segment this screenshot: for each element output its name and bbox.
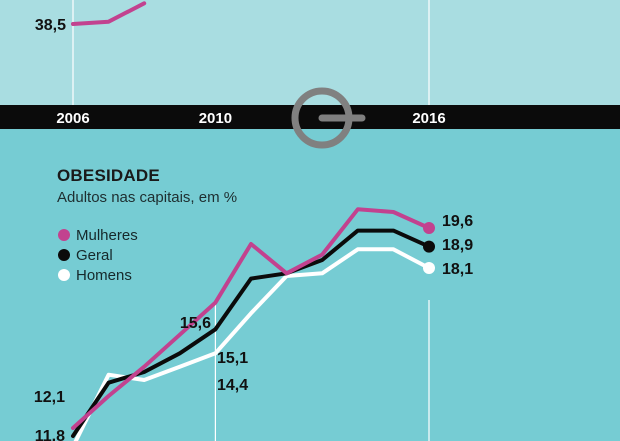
end-marker-mulheres (423, 221, 435, 234)
data-label-18-9: 18,9 (442, 237, 473, 254)
data-label-15-6: 15,6 (180, 315, 211, 332)
band-tick-2006: 2006 (56, 110, 89, 127)
end-marker-geral (423, 240, 435, 253)
chart-subtitle: Adultos nas capitais, em % (57, 189, 238, 206)
legend-label-homens: Homens (76, 266, 132, 284)
legend-swatch-geral (58, 249, 70, 261)
legend-swatch-mulheres (58, 229, 70, 241)
top-series-line (71, 1, 147, 26)
data-label-19-6: 19,6 (442, 213, 473, 230)
circle-logo-icon (291, 87, 366, 149)
legend-swatch-homens (58, 269, 70, 281)
data-label-11-8: 11,8 (35, 428, 65, 441)
legend-item-mulheres: Mulheres (58, 225, 138, 245)
chart-title: OBESIDADE (57, 166, 160, 185)
series-line-mulheres (71, 207, 431, 430)
top-panel-background (0, 0, 620, 105)
legend-item-homens: Homens (58, 265, 138, 285)
end-marker-homens (423, 261, 435, 274)
legend-label-mulheres: Mulheres (76, 226, 138, 244)
band-tick-2010: 2010 (199, 110, 232, 127)
data-label-18-1: 18,1 (442, 261, 473, 278)
data-label-12-1: 12,1 (34, 389, 65, 406)
data-label-15-1: 15,1 (217, 350, 248, 367)
top-value-label: 38,5 (35, 17, 66, 34)
legend: Mulheres Geral Homens (58, 225, 138, 285)
legend-label-geral: Geral (76, 246, 113, 264)
legend-item-geral: Geral (58, 245, 138, 265)
data-label-14-4: 14,4 (217, 377, 248, 394)
year-axis-band (0, 105, 620, 129)
band-tick-2016: 2016 (412, 110, 445, 127)
